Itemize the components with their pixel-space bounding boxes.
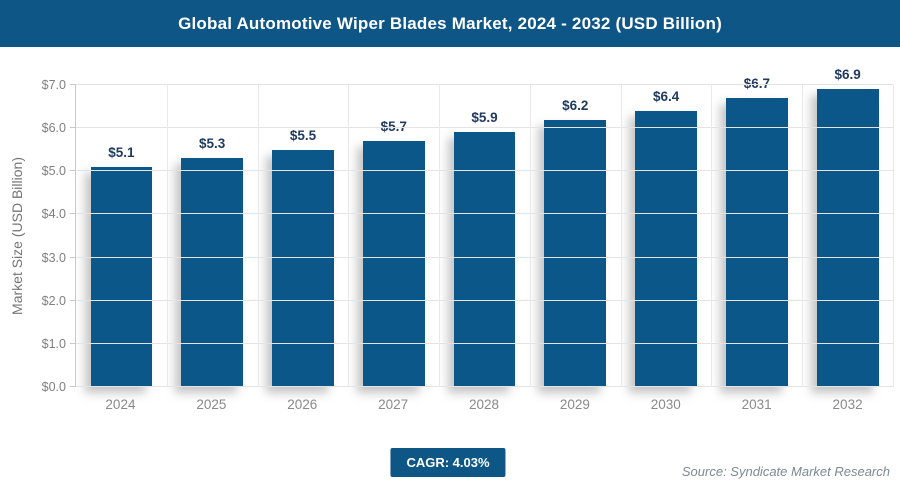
chart-area: Market Size (USD Billion) $0.0 $1.0 $2.0 $3…	[0, 47, 900, 440]
bar-value-label: $5.9	[471, 110, 498, 126]
y-tick-mark	[70, 256, 76, 258]
source-caption: Source: Syndicate Market Research	[681, 464, 890, 479]
gridline-vertical	[439, 85, 441, 387]
gridline-vertical	[166, 85, 168, 387]
y-tick-mark	[70, 299, 76, 301]
gridline-vertical	[893, 85, 894, 387]
chart-footer: CAGR: 4.03% Source: Syndicate Market Res…	[0, 440, 900, 500]
bars: $5.1 $5.3 $5.5 $5.7 $5.9 $6.2 $6.4 $6.7 $6.9	[76, 67, 893, 387]
x-tick-label: 2031	[741, 397, 772, 412]
bar-value-label: $6.7	[743, 75, 770, 91]
y-tick-mark	[70, 213, 76, 215]
x-tick-label: 2024	[105, 397, 136, 412]
y-tick-mark	[70, 127, 76, 129]
gridline-vertical	[257, 85, 259, 387]
gridline-horizontal	[76, 127, 893, 129]
bar: $5.9	[453, 110, 516, 387]
bar: $5.7	[362, 119, 425, 387]
y-tick-label: $0.0	[41, 380, 66, 394]
gridline-horizontal	[76, 84, 893, 85]
x-tick-label: 2029	[559, 397, 590, 412]
bar-value-label: $6.4	[652, 88, 680, 104]
bar-value-label: $5.1	[108, 144, 135, 160]
bar: $6.4	[635, 89, 697, 387]
bar-cell: $5.3	[167, 85, 258, 387]
x-tick-label: 2028	[468, 397, 500, 412]
page-title: Global Automotive Wiper Blades Market, 2…	[178, 13, 722, 33]
bar-cell: $6.7	[711, 76, 802, 387]
gridline-horizontal	[76, 170, 893, 172]
gridline-horizontal	[76, 299, 893, 301]
x-tick-label: 2032	[832, 397, 863, 412]
y-tick-label: $4.0	[41, 207, 66, 222]
bar-value-label: $6.2	[562, 97, 589, 113]
bar-cell: $6.9	[802, 67, 893, 387]
y-tick-mark	[70, 342, 76, 344]
bar: $5.1	[90, 145, 153, 387]
plot-area: $5.1 $5.3 $5.5 $5.7 $5.9 $6.2 $6.4 $6.7 $6.9	[70, 67, 894, 387]
bar: $6.9	[816, 67, 879, 387]
chart-title-bar: Global Automotive Wiper Blades Market, 2…	[0, 0, 900, 47]
bar: $6.7	[726, 76, 788, 387]
y-tick-label: $2.0	[41, 293, 66, 308]
bar-cell: $5.7	[348, 85, 439, 387]
y-tick-mark	[70, 170, 76, 172]
bar-cell: $5.9	[439, 85, 530, 387]
gridline-vertical	[711, 85, 713, 387]
y-tick-label: $7.0	[41, 78, 66, 92]
bar: $5.5	[272, 128, 334, 387]
gridline-horizontal	[76, 386, 893, 387]
bar-cell: $5.1	[76, 85, 167, 387]
bar-value-label: $5.7	[380, 119, 407, 135]
gridline-vertical	[348, 85, 350, 387]
gridline-vertical	[529, 85, 531, 387]
bar-cell: $6.2	[530, 85, 621, 387]
y-tick-mark	[70, 84, 76, 85]
y-tick-label: $1.0	[41, 336, 66, 351]
bar: $5.3	[181, 136, 244, 387]
bar-cell: $5.5	[258, 85, 349, 387]
gridline-vertical	[620, 85, 622, 387]
gridline-horizontal	[76, 256, 893, 258]
gridline-horizontal	[76, 213, 893, 215]
y-tick-label: $5.0	[41, 164, 66, 179]
bar-cell: $6.4	[621, 85, 712, 387]
x-tick-label: 2026	[287, 397, 318, 412]
y-tick-label: $6.0	[41, 121, 66, 136]
bar-value-label: $5.5	[289, 127, 317, 143]
x-axis-labels: 2024 2025 2026 2027 2028 2029 2030 2031 2032	[75, 397, 893, 412]
bar: $6.2	[544, 98, 607, 387]
y-tick-label: $3.0	[41, 250, 66, 265]
gridline-horizontal	[76, 342, 893, 344]
gridline-vertical	[802, 85, 804, 387]
cagr-badge: CAGR: 4.03%	[390, 448, 506, 477]
x-tick-label: 2030	[650, 397, 681, 412]
y-tick-mark	[70, 386, 76, 387]
y-axis-ticks: $0.0 $1.0 $2.0 $3.0 $4.0 $5.0 $6.0 $7.0	[0, 78, 66, 394]
bar-value-label: $5.3	[199, 136, 226, 152]
bar-value-label: $6.9	[834, 67, 861, 83]
x-tick-label: 2027	[378, 397, 409, 412]
x-tick-label: 2025	[196, 397, 227, 412]
